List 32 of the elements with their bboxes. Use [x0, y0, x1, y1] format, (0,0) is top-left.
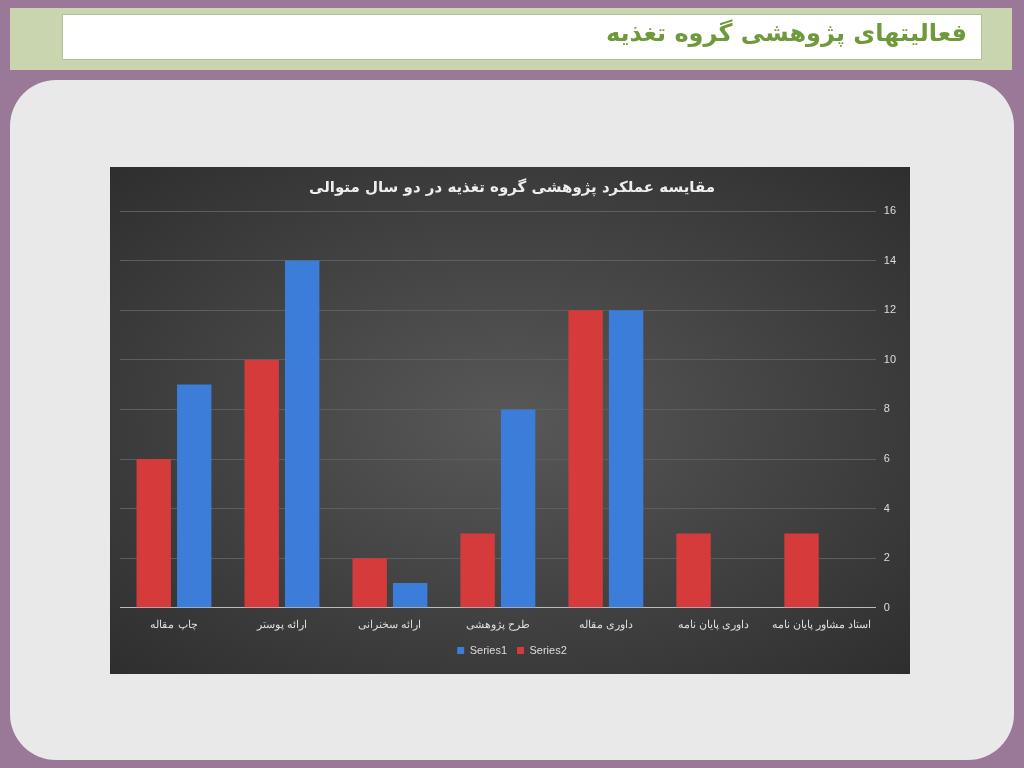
y-tick-label: 16: [883, 204, 897, 217]
bar: [244, 359, 279, 608]
y-tick-label: 6: [883, 452, 890, 465]
chart-subtitle: مقایسه عملکرد پژوهشی گروه تغذیه در دو سال متوالی: [308, 177, 716, 197]
x-tick-label: استاد مشاور پایان نامه: [772, 618, 872, 632]
bar: [500, 409, 536, 608]
legend-label: Series1: [469, 643, 507, 656]
bar: [352, 558, 387, 608]
x-tick-label: ارائه سخنرانی: [358, 618, 422, 632]
bar: [136, 459, 171, 608]
bar: [177, 384, 212, 608]
bar: [676, 533, 711, 608]
x-tick-label: ارائه پوستر: [255, 618, 307, 632]
y-tick-label: 10: [883, 352, 897, 365]
bar: [460, 533, 495, 608]
y-tick-label: 14: [883, 253, 897, 266]
x-tick-label: داوری مقاله: [578, 618, 633, 632]
bar: [392, 583, 428, 608]
y-tick-label: 2: [883, 551, 890, 564]
bar: [568, 310, 603, 608]
legend-label: Series2: [529, 643, 567, 656]
y-tick-label: 0: [883, 600, 890, 613]
x-tick-label: طرح پژوهشی: [465, 618, 530, 632]
y-tick-label: 8: [883, 402, 890, 415]
x-tick-label: چاپ مقاله: [150, 618, 198, 632]
bar: [608, 310, 644, 608]
y-tick-label: 4: [883, 501, 890, 514]
bar: [284, 260, 320, 608]
x-tick-label: داوری پایان نامه: [678, 618, 750, 632]
chart-title: فعالیتهای پژوهشی گروه تغذیه: [606, 19, 967, 47]
bar: [784, 533, 819, 608]
y-tick-label: 12: [883, 303, 897, 316]
